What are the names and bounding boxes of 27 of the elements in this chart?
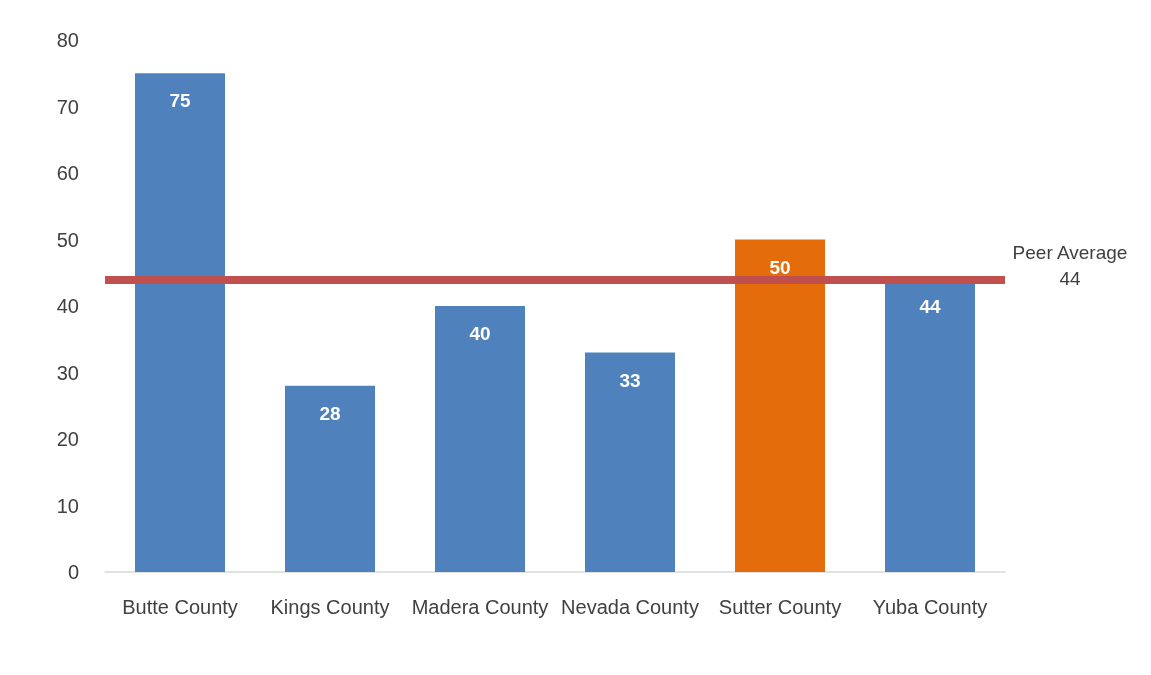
bar [135, 73, 225, 572]
x-tick-label: Sutter County [718, 595, 842, 618]
y-tick-label: 30 [56, 361, 79, 384]
y-tick-label: 80 [56, 29, 79, 51]
y-tick-label: 70 [56, 95, 79, 118]
y-tick-label: 10 [56, 494, 79, 517]
x-tick-label: Butte County [122, 595, 238, 618]
data-label: 33 [619, 369, 641, 391]
bar [285, 385, 375, 572]
x-tick-label: Kings County [270, 595, 390, 618]
data-label: 50 [769, 256, 791, 278]
data-label: 44 [919, 296, 941, 318]
data-label: 75 [169, 90, 191, 112]
x-tick-label: Madera County [411, 595, 549, 618]
x-tick-label: Nevada County [561, 595, 699, 618]
y-tick-label: 20 [56, 428, 79, 450]
x-tick-label: Yuba County [872, 595, 988, 618]
y-tick-label: 40 [56, 295, 79, 317]
bar [435, 306, 525, 572]
ref-line-label: Peer Average 44 [1012, 241, 1128, 289]
data-label: 40 [469, 323, 491, 344]
y-tick-label: 50 [56, 228, 79, 251]
bar [735, 239, 825, 572]
data-label: 28 [319, 402, 341, 424]
y-tick-label: 0 [67, 561, 79, 583]
y-tick-label: 60 [56, 162, 79, 184]
bar [585, 352, 675, 572]
